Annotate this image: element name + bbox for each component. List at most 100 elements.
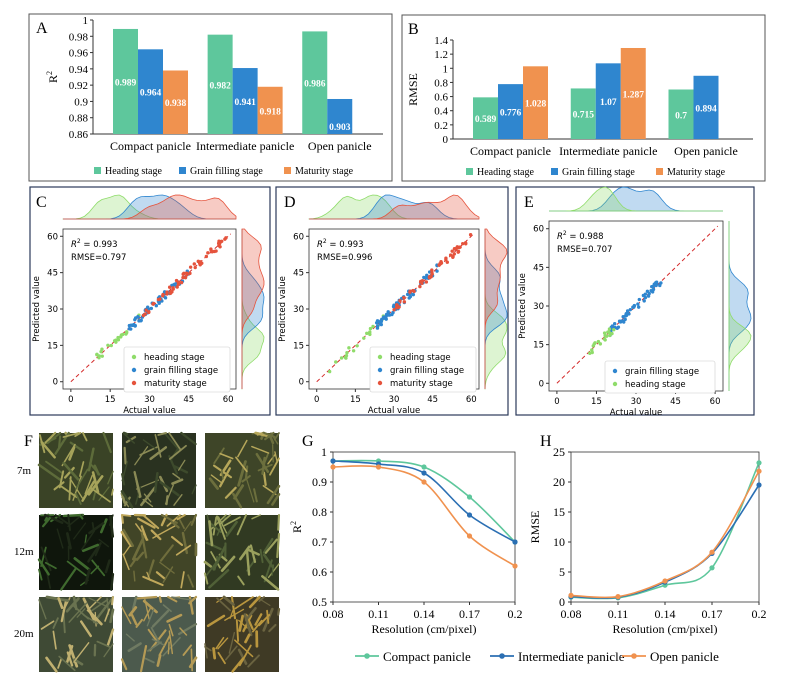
bar [693, 75, 719, 139]
data-point [658, 283, 662, 288]
leaf-stroke [98, 486, 110, 501]
leaf-stroke [93, 464, 100, 476]
y-tick-label: 0.8 [312, 505, 327, 519]
data-point [461, 241, 465, 246]
data-point [596, 339, 601, 344]
leaf-stroke [233, 484, 245, 500]
leaf-stroke [231, 657, 245, 673]
series-point [709, 565, 715, 571]
data-point [464, 242, 468, 246]
data-point [192, 262, 197, 266]
data-point [607, 327, 612, 331]
data-point [418, 284, 422, 289]
series-point [568, 592, 574, 599]
row-label-7m: 7m [17, 465, 32, 477]
r2-sup: 2 [323, 238, 327, 245]
data-point [136, 314, 140, 319]
x-tick-label: 60 [223, 395, 234, 405]
marginal-density-x [63, 194, 237, 220]
bar-value-label: 0.918 [259, 107, 281, 117]
bar-value-label: 0.894 [695, 104, 717, 114]
leaf-stroke [162, 604, 172, 613]
bar-value-label: 0.941 [234, 98, 256, 108]
x-tick-label: 60 [710, 397, 721, 407]
data-point [176, 282, 181, 287]
leaf-stroke [74, 432, 82, 438]
leaf-stroke [171, 596, 192, 601]
leaf-stroke [166, 613, 183, 623]
y-tick-label: 15 [553, 505, 565, 519]
leaf-stroke [82, 432, 88, 442]
x-category-label: Open panicle [308, 139, 372, 153]
leaf-stroke [84, 474, 94, 495]
leaf-stroke [44, 431, 57, 444]
leaf-stroke [129, 557, 137, 568]
r2-annotation: R2 = 0.993 [317, 238, 364, 250]
data-point [610, 331, 614, 336]
leaf-stroke [80, 530, 96, 551]
series-point [330, 458, 336, 464]
leaf-stroke [62, 461, 80, 481]
leaf-stroke [83, 614, 99, 625]
y-tick-label: 30 [47, 305, 58, 315]
leaf-stroke [164, 484, 174, 505]
leaf-stroke [170, 535, 184, 546]
y-axis-label: R2 [45, 71, 60, 83]
leaf-stroke [264, 538, 278, 554]
r2-value: = 0.993 [81, 240, 118, 250]
data-point [394, 305, 399, 310]
leaf-stroke [212, 545, 227, 571]
data-point [613, 322, 617, 326]
leaf-stroke [38, 599, 47, 620]
series-line [570, 462, 760, 600]
leaf-stroke [224, 608, 245, 621]
leaf-stroke [274, 451, 278, 463]
panel-label-a: A [36, 20, 48, 37]
leaf-stroke [158, 595, 163, 603]
data-point [119, 335, 123, 339]
leaf-stroke [84, 534, 88, 544]
leaf-stroke [267, 563, 280, 579]
data-point [606, 330, 610, 334]
leaf-stroke [217, 516, 228, 534]
x-category-label: Compact panicle [110, 139, 191, 153]
data-point [412, 289, 416, 294]
y-tick-label: 0.4 [434, 106, 448, 118]
legend-box [123, 346, 231, 393]
rmse-resolution-line-chart: 0 5 10 15 20 25 0.08 0.11 0.14 0.17 0.2 Resolution … [528, 445, 767, 636]
data-point [345, 350, 349, 355]
leaf-stroke [147, 559, 155, 578]
y-tick-label: 0.6 [434, 92, 448, 104]
leaf-stroke [68, 476, 72, 501]
x-category-label: Intermediate panicle [196, 139, 294, 153]
data-point [114, 340, 118, 344]
leaf-stroke [181, 531, 189, 555]
data-point [200, 261, 204, 265]
y-axis-label: Predicted value [518, 273, 528, 339]
legend-label: Heading stage [477, 167, 534, 178]
leaf-stroke [60, 599, 68, 623]
leaf-stroke [171, 478, 184, 485]
leaf-stroke [183, 520, 192, 532]
series-point [466, 494, 473, 500]
leaf-stroke [68, 644, 79, 668]
leaf-stroke [66, 651, 74, 667]
y-tick-label: 1 [83, 15, 89, 27]
leaf-stroke [237, 648, 248, 665]
marginal-density-y [728, 221, 752, 391]
leaf-stroke [104, 608, 111, 622]
data-point [151, 301, 156, 306]
leaf-stroke [69, 441, 84, 452]
x-tick-label: 30 [631, 397, 642, 407]
x-category-label: Intermediate panicle [559, 144, 657, 158]
leaf-stroke [45, 595, 70, 602]
leaf-stroke [66, 532, 72, 550]
x-tick-label: 60 [466, 395, 477, 405]
y-tick-label: 30 [293, 305, 304, 315]
leaf-stroke [225, 645, 238, 661]
leaf-stroke [175, 544, 192, 556]
leaf-stroke [208, 520, 214, 547]
leaf-stroke [150, 529, 162, 541]
legend-marker [377, 380, 383, 386]
leaf-stroke [133, 470, 142, 498]
